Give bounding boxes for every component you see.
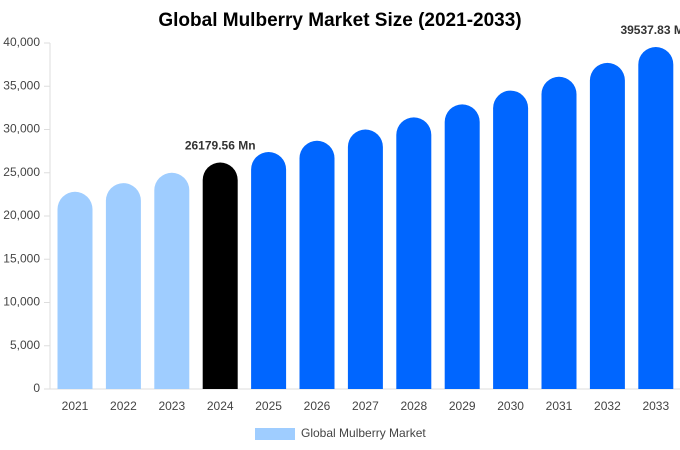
legend-label: Global Mulberry Market (301, 426, 426, 440)
x-tick-label: 2028 (400, 399, 427, 413)
bar (299, 140, 335, 389)
x-tick-label: 2021 (62, 399, 89, 413)
x-tick-label: 2031 (546, 399, 573, 413)
y-tick-label: 20,000 (3, 208, 40, 222)
y-tick-label: 35,000 (3, 78, 40, 92)
bar (347, 129, 383, 389)
bar (541, 76, 577, 390)
x-tick-label: 2024 (207, 399, 234, 413)
bar (251, 151, 287, 389)
bar (396, 117, 432, 389)
y-tick-label: 40,000 (3, 35, 40, 49)
legend-swatch (255, 428, 295, 440)
x-tick-label: 2023 (158, 399, 185, 413)
x-tick-label: 2032 (594, 399, 621, 413)
x-tick-label: 2027 (352, 399, 379, 413)
y-tick-label: 25,000 (3, 165, 40, 179)
x-tick-label: 2026 (304, 399, 331, 413)
y-tick-label: 15,000 (3, 251, 40, 265)
bar (202, 162, 238, 389)
bar (57, 191, 93, 389)
bar (154, 172, 190, 389)
x-tick-label: 2029 (449, 399, 476, 413)
x-tick-label: 2033 (642, 399, 669, 413)
bar (105, 183, 141, 389)
y-tick-label: 0 (33, 381, 40, 395)
chart-title: Global Mulberry Market Size (2021-2033) (158, 10, 521, 31)
value-label: 26179.56 Mn (185, 139, 256, 153)
y-tick-label: 30,000 (3, 122, 40, 136)
bar (638, 46, 674, 389)
bar (493, 90, 529, 390)
y-tick-label: 10,000 (3, 295, 40, 309)
bar (589, 62, 625, 390)
x-tick-label: 2025 (255, 399, 282, 413)
x-tick-label: 2030 (497, 399, 524, 413)
x-tick-label: 2022 (110, 399, 137, 413)
value-label: 39537.83 Mn (620, 23, 680, 37)
y-tick-label: 5,000 (10, 338, 40, 352)
bar (444, 104, 480, 389)
